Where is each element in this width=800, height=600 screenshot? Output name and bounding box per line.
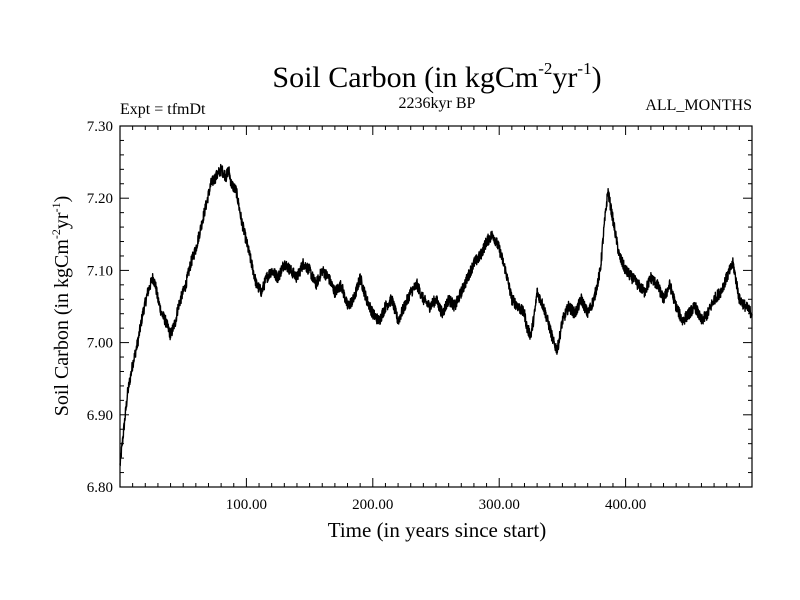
- x-tick-label: 300.00: [479, 497, 520, 513]
- y-axis-label: Soil Carbon (in kgCm-2yr-1): [49, 196, 73, 417]
- x-tick-label: 200.00: [352, 497, 393, 513]
- y-axis-label-exp1: -2: [49, 229, 63, 239]
- y-tick-label: 7.10: [87, 263, 113, 279]
- series-line-soil-carbon: [119, 163, 753, 467]
- y-axis-label-end: ): [51, 196, 73, 203]
- chart-title-exp1: -2: [538, 59, 552, 78]
- y-tick-label: 7.30: [87, 119, 113, 135]
- chart-title-main: Soil Carbon (in kgCm: [272, 61, 538, 94]
- chart-title-end: ): [592, 61, 602, 94]
- y-axis-label-main: Soil Carbon (in kgCm: [51, 239, 73, 417]
- x-tick-label: 400.00: [605, 497, 646, 513]
- y-tick-label: 6.90: [87, 408, 113, 424]
- y-tick-label: 6.80: [87, 480, 113, 496]
- series-layer: [119, 163, 753, 467]
- period-label: 2236kyr BP: [399, 95, 476, 112]
- tick-layer: 100.00 200.00 300.00 400.00 6.80 6.90 7.00 7.10…: [87, 119, 752, 513]
- experiment-label: Expt = tfmDt: [120, 101, 206, 118]
- chart-title-mid: yr: [552, 61, 577, 94]
- x-tick-label: 100.00: [226, 497, 267, 513]
- y-tick-label: 7.20: [87, 191, 113, 207]
- x-axis-label: Time (in years since start): [328, 518, 547, 542]
- y-axis-label-exp2: -1: [49, 202, 63, 212]
- months-label: ALL_MONTHS: [645, 97, 752, 114]
- chart-title: Soil Carbon (in kgCm-2yr-1): [272, 59, 601, 94]
- chart-title-exp2: -1: [577, 59, 591, 78]
- y-axis-label-mid: yr: [51, 212, 73, 229]
- y-tick-label: 7.00: [87, 336, 113, 352]
